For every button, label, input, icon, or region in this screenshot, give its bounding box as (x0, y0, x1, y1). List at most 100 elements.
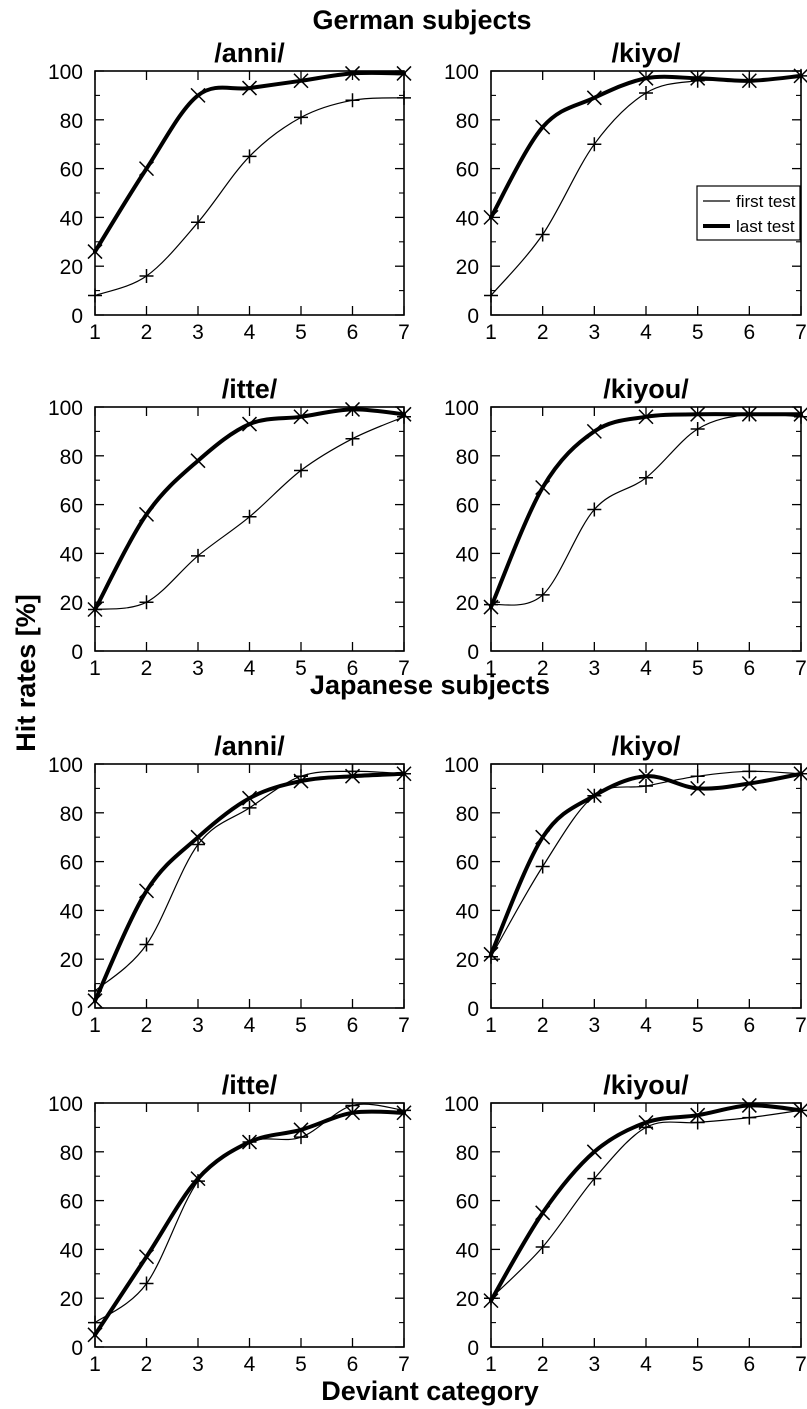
x-tick-label: 2 (537, 657, 549, 680)
data-point-first (191, 548, 205, 563)
y-tick-label: 80 (60, 110, 83, 133)
data-point-first (742, 1110, 757, 1125)
legend-box (696, 185, 801, 241)
y-tick-label: 80 (60, 446, 83, 469)
x-tick-label: 6 (347, 657, 359, 680)
x-tick-label: 3 (192, 657, 204, 680)
y-tick-label: 0 (467, 998, 479, 1021)
data-point-first (345, 1098, 360, 1113)
panel-title: /kiyou/ (603, 1070, 689, 1100)
series-line-first (490, 1109, 802, 1299)
x-tick-label: 2 (537, 321, 549, 344)
x-tick-label: 1 (89, 1353, 101, 1376)
y-tick-label: 80 (456, 446, 479, 469)
series-line-first (94, 97, 405, 297)
data-point-last (535, 479, 551, 496)
x-tick-label: 6 (347, 1014, 359, 1037)
x-tick-label: 4 (244, 321, 256, 344)
data-point-last (586, 1144, 602, 1160)
y-tick-label: 40 (60, 900, 83, 923)
data-point-last (483, 1293, 499, 1309)
data-point-last (793, 68, 807, 84)
y-tick-label: 80 (456, 110, 479, 133)
panel-1: /anni/0 20 40 60 80 100 1 2 3 4 5 6 7 (48, 38, 412, 344)
y-tick-label: 100 (48, 1093, 83, 1116)
panel-title: /itte/ (222, 1070, 278, 1100)
data-point-last (483, 599, 499, 615)
panel-5: /anni/0 20 40 60 80 100 1 2 3 4 5 6 7 (48, 731, 412, 1037)
data-point-last (138, 1249, 155, 1265)
data-point-last (690, 70, 706, 86)
panel-6: /kiyo/0 20 40 60 80 100 1 2 3 4 5 6 7 (444, 731, 807, 1037)
y-tick-label: 20 (456, 592, 479, 615)
y-tick-label: 60 (60, 852, 83, 875)
group-title-german: German subjects (312, 5, 531, 35)
data-point-last (241, 790, 258, 806)
data-point-first (294, 463, 308, 478)
data-point-last (535, 829, 551, 845)
data-point-last (190, 453, 206, 469)
y-tick-label: 40 (456, 207, 479, 230)
legend-label-last: last test (736, 217, 795, 236)
data-point-first (639, 778, 653, 793)
y-tick-label: 0 (467, 1337, 479, 1360)
y-tick-label: 20 (60, 1288, 83, 1311)
y-tick-label: 100 (444, 754, 479, 777)
x-tick-label: 3 (192, 1014, 204, 1037)
legend: first test last test (696, 185, 801, 241)
y-tick-label: 80 (456, 1142, 479, 1165)
y-tick-label: 80 (60, 1142, 83, 1165)
data-point-first (139, 268, 154, 283)
data-point-first (242, 509, 257, 524)
data-point-last (638, 768, 654, 784)
x-tick-label: 5 (295, 657, 307, 680)
plot-frame (490, 1102, 802, 1348)
data-point-last (483, 209, 499, 225)
y-tick-label: 100 (444, 61, 479, 84)
y-tick-label: 40 (60, 207, 83, 230)
data-point-last (396, 406, 412, 422)
x-tick-label: 4 (640, 657, 652, 680)
y-tick-label: 20 (60, 949, 83, 972)
x-tick-label: 7 (398, 321, 410, 344)
panel-8: /kiyou/0 20 40 60 80 100 1 2 3 4 5 6 7 (444, 1070, 807, 1376)
y-tick-label: 20 (60, 592, 83, 615)
y-tick-label: 40 (456, 543, 479, 566)
data-point-first (139, 937, 154, 952)
x-tick-label: 6 (743, 657, 755, 680)
x-tick-label: 6 (347, 321, 359, 344)
y-tick-label: 0 (71, 641, 83, 664)
data-point-last (586, 423, 602, 439)
y-tick-label: 0 (71, 1337, 83, 1360)
x-tick-label: 3 (192, 321, 204, 344)
x-tick-label: 6 (743, 1014, 755, 1037)
data-point-last (396, 65, 412, 81)
data-point-last (741, 1097, 757, 1113)
data-point-first (690, 73, 705, 88)
data-point-first (690, 421, 705, 436)
x-tick-label: 7 (398, 657, 410, 680)
data-point-last (741, 73, 757, 89)
x-tick-label: 3 (588, 1353, 600, 1376)
y-tick-label: 20 (60, 256, 83, 279)
series-line-first (490, 770, 802, 958)
x-tick-label: 5 (295, 1014, 307, 1037)
data-point-first (294, 110, 308, 125)
x-tick-label: 2 (141, 1014, 153, 1037)
data-point-last (344, 65, 361, 81)
data-point-first (397, 1103, 411, 1118)
data-point-last (638, 409, 654, 425)
data-point-first (345, 431, 360, 446)
x-tick-label: 1 (89, 321, 101, 344)
data-point-first (587, 1171, 602, 1186)
y-tick-label: 80 (60, 803, 83, 826)
y-tick-label: 40 (60, 1239, 83, 1262)
data-point-first (397, 90, 411, 105)
x-tick-label: 6 (743, 1353, 755, 1376)
data-point-first (397, 409, 411, 424)
data-point-last (535, 119, 551, 135)
y-tick-label: 20 (456, 949, 479, 972)
x-tick-label: 7 (398, 1353, 410, 1376)
